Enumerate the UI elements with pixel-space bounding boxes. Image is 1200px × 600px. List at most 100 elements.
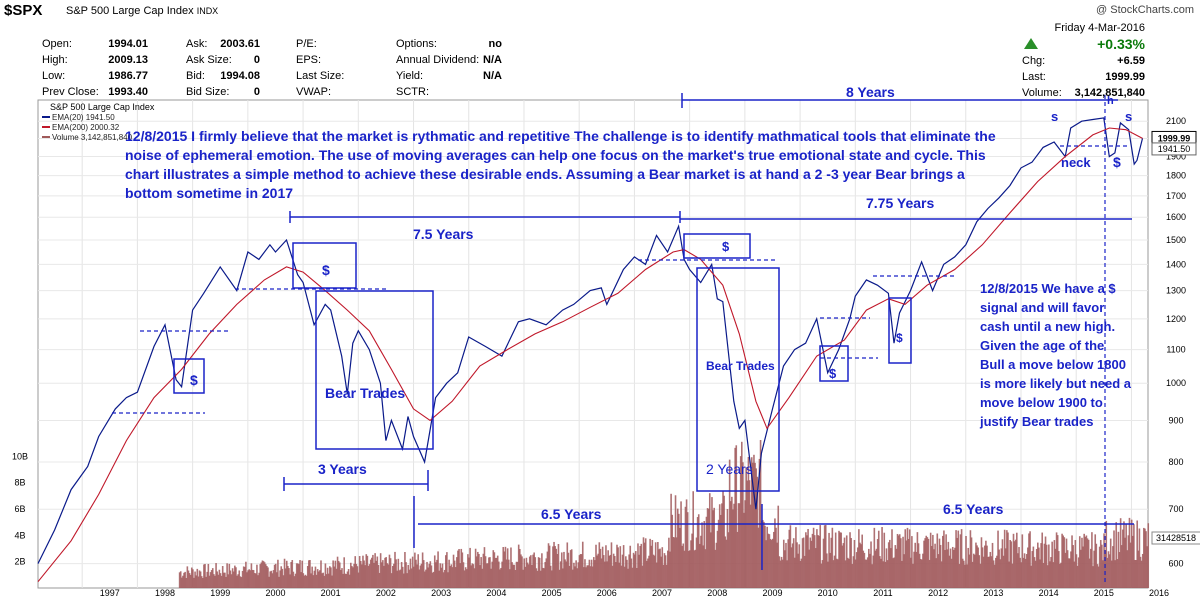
volume-bar xyxy=(811,533,814,588)
volume-bar xyxy=(637,543,639,588)
volume-bar xyxy=(533,552,535,588)
volume-bar xyxy=(686,512,689,588)
volume-bar xyxy=(548,545,551,588)
ticker-symbol: $SPX xyxy=(4,2,43,19)
volume-bar xyxy=(739,456,742,588)
volume-bar xyxy=(391,565,394,588)
commentary-side-text: justify Bear trades xyxy=(979,414,1093,429)
volume-bar xyxy=(234,565,236,588)
volume-bar xyxy=(983,545,986,588)
volume-bar xyxy=(192,569,194,588)
dollar-sign-label: $ xyxy=(896,331,903,345)
volume-bar xyxy=(651,539,654,588)
volume-bar xyxy=(652,554,655,588)
volume-bar xyxy=(488,557,490,588)
volume-bar xyxy=(675,537,678,588)
volume-bar xyxy=(768,534,771,588)
volume-bar xyxy=(188,573,191,588)
volume-bar xyxy=(748,480,751,588)
volume-bar xyxy=(427,567,429,588)
volume-bar xyxy=(794,557,796,588)
6-5-years-label: 6.5 Years xyxy=(541,506,602,522)
volume-bar xyxy=(657,541,659,588)
volume-bar xyxy=(774,518,776,588)
volume-bar xyxy=(267,567,269,588)
volume-bar xyxy=(716,530,719,588)
volume-bar xyxy=(784,550,786,588)
volume-bar xyxy=(813,535,816,588)
volume-bar xyxy=(1088,558,1091,588)
volume-bar xyxy=(968,554,971,588)
volume-bar xyxy=(326,567,329,588)
volume-bar xyxy=(872,555,875,588)
x-tick-label: 1999 xyxy=(210,588,230,598)
volume-bar xyxy=(727,532,730,588)
volume-bar xyxy=(424,571,426,588)
volume-bar xyxy=(610,542,613,588)
volume-bar xyxy=(585,567,587,588)
volume-bar xyxy=(787,539,789,588)
quote-label: Ask Size: xyxy=(186,54,232,66)
volume-bar xyxy=(257,575,259,588)
volume-bar xyxy=(1016,532,1018,588)
volume-bar xyxy=(626,559,628,588)
volume-bar xyxy=(823,525,826,588)
volume-bar xyxy=(457,550,459,588)
volume-bar xyxy=(669,551,671,588)
volume-bar xyxy=(194,571,196,588)
volume-bar xyxy=(1123,521,1125,588)
volume-bar xyxy=(705,516,708,588)
7-5-years-label: 7.5 Years xyxy=(413,226,474,242)
volume-bar xyxy=(416,564,418,588)
volume-bar xyxy=(405,562,407,588)
volume-bar xyxy=(805,532,807,588)
volume-bar xyxy=(311,566,313,588)
volume-bar xyxy=(567,552,570,588)
volume-bar xyxy=(810,540,813,588)
volume-bar xyxy=(436,559,438,588)
quote-label: SCTR: xyxy=(396,86,429,98)
volume-bar xyxy=(334,560,337,588)
volume-bar xyxy=(499,569,501,588)
volume-bar xyxy=(472,564,475,588)
volume-bar xyxy=(433,555,436,588)
commentary-text: 12/8/2015 I firmly believe that the mark… xyxy=(125,128,996,144)
volume-bar xyxy=(759,440,762,588)
volume-bar xyxy=(306,565,309,588)
volume-bar xyxy=(1010,541,1013,588)
volume-bar xyxy=(775,527,777,588)
volume-bar xyxy=(870,541,872,588)
volume-bar xyxy=(428,563,431,588)
volume-bar xyxy=(332,560,334,588)
volume-bar xyxy=(559,561,562,588)
volume-bar xyxy=(1045,544,1048,588)
volume-tick-label: 10B xyxy=(12,451,28,461)
volume-bar xyxy=(632,552,635,588)
volume-bar xyxy=(411,556,414,588)
x-tick-label: 2013 xyxy=(983,588,1003,598)
s-label: s xyxy=(1125,109,1132,124)
volume-bar xyxy=(763,521,765,588)
volume-bar xyxy=(1124,537,1126,588)
volume-bar xyxy=(1085,535,1088,588)
volume-bar xyxy=(555,548,558,588)
volume-bar xyxy=(660,556,662,588)
volume-bar xyxy=(849,532,851,588)
volume-bar xyxy=(1086,538,1089,588)
volume-bar xyxy=(1050,557,1052,588)
volume-bar xyxy=(895,548,898,588)
volume-tick-label: 8B xyxy=(14,478,25,488)
volume-bar xyxy=(1138,528,1141,588)
volume-bar xyxy=(1127,535,1130,588)
volume-bar xyxy=(1102,560,1104,588)
quote-value: 1986.77 xyxy=(108,70,148,82)
volume-bar xyxy=(259,564,262,588)
volume-bar xyxy=(708,493,711,588)
volume-bar xyxy=(828,532,830,588)
volume-bar xyxy=(1135,560,1137,588)
volume-bar xyxy=(494,557,497,588)
volume-bar xyxy=(905,540,908,588)
volume-bar xyxy=(722,491,724,588)
volume-bar xyxy=(270,570,273,588)
volume-bar xyxy=(477,551,479,588)
